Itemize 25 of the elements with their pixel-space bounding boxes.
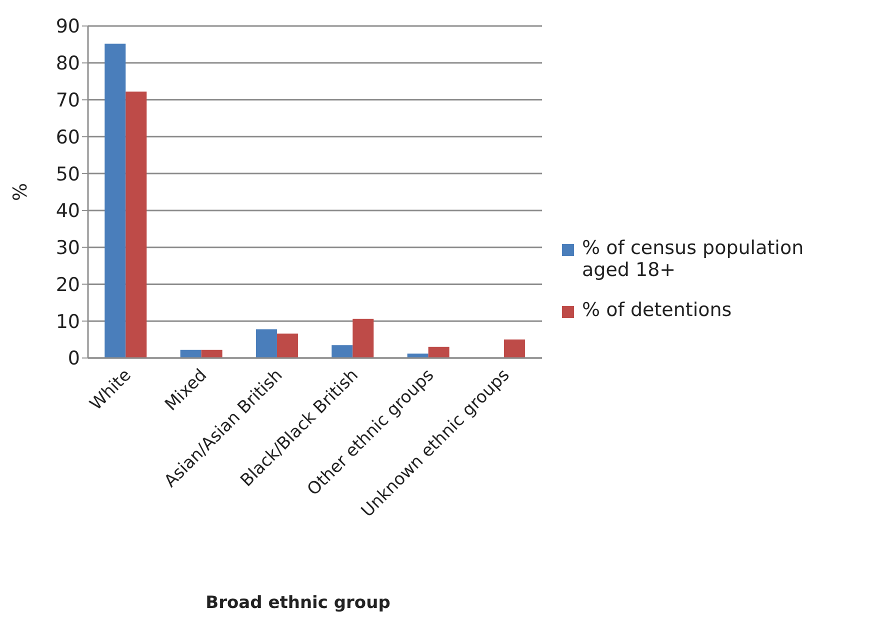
y-tick-label: 20	[56, 274, 80, 296]
x-axis-title: Broad ethnic group	[204, 593, 392, 613]
y-tick-label: 40	[56, 200, 80, 222]
bar	[104, 44, 126, 358]
bar	[256, 329, 277, 358]
legend-label: % of census population aged 18+	[582, 237, 805, 281]
y-tick-label: 30	[56, 237, 80, 260]
y-tick-label: 50	[56, 163, 80, 186]
bar	[504, 340, 525, 358]
bar	[126, 92, 147, 358]
y-axis-title: %	[10, 182, 32, 202]
bar	[332, 345, 353, 358]
y-tick-label: 70	[56, 90, 80, 112]
legend-label: % of detentions	[582, 299, 733, 321]
bar	[428, 346, 450, 358]
y-tick-label: 90	[56, 16, 80, 38]
bar	[352, 318, 374, 358]
bar	[276, 334, 298, 358]
y-tick-label: 60	[56, 126, 80, 148]
bar	[180, 350, 202, 358]
y-tick-label: 0	[68, 348, 80, 370]
y-tick-label: 80	[56, 52, 80, 75]
y-tick-label: 10	[56, 310, 80, 333]
bar	[201, 350, 222, 358]
bar	[407, 354, 428, 358]
